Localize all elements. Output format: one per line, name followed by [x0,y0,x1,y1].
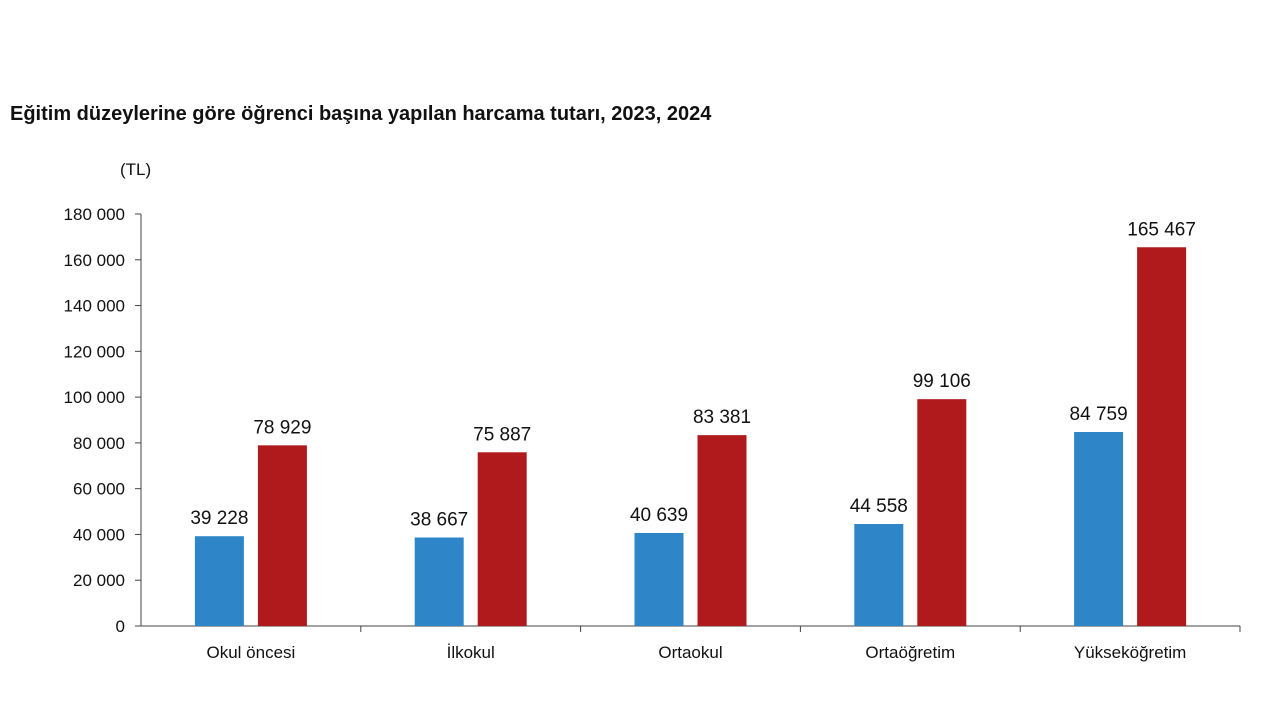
data-label: 165 467 [1127,219,1196,240]
y-tick-label: 0 [116,617,125,636]
y-tick-label: 100 000 [64,388,125,407]
x-category-label: Yükseköğretim [1074,643,1186,662]
data-label: 39 228 [190,508,248,529]
y-tick-label: 20 000 [73,571,125,590]
y-tick-label: 40 000 [73,525,125,544]
x-category-label: İlkokul [447,643,495,662]
bar-series-2 [477,452,527,626]
data-label: 84 759 [1070,404,1128,425]
bar-series-2 [1137,247,1187,627]
bar-series-1 [1074,431,1124,626]
label-layer: 39 228 78 929 38 667 75 887 40 639 83 381 44 5… [190,219,1196,530]
axis-layer: 0 20 000 40 000 60 000 80 000 100 000 120 000 1… [64,205,1241,662]
data-label: 83 381 [693,407,751,428]
bar-series-1 [634,532,684,626]
y-tick-label: 180 000 [64,205,125,224]
x-category-label: Ortaöğretim [865,643,955,662]
bar-series-1 [194,536,244,626]
x-category-label: Okul öncesi [206,643,295,662]
x-category-label: Ortaokul [658,643,722,662]
y-tick-label: 60 000 [73,480,125,499]
bar-series-2 [917,399,967,626]
bar-series-2 [257,445,307,626]
data-label: 44 558 [850,496,908,517]
bar-series-1 [414,537,464,626]
y-tick-label: 140 000 [64,297,125,316]
data-label: 75 887 [473,424,531,445]
bar-layer [194,247,1187,627]
chart-title: Eğitim düzeylerine göre öğrenci başına y… [10,103,712,125]
y-tick-label: 120 000 [64,342,125,361]
data-label: 40 639 [630,505,688,526]
data-label: 78 929 [253,417,311,438]
bar-series-2 [697,435,747,626]
y-tick-label: 160 000 [64,251,125,270]
data-label: 38 667 [410,509,468,530]
y-tick-label: 80 000 [73,434,125,453]
y-axis-unit-label: (TL) [120,160,152,179]
data-label: 99 106 [913,371,971,392]
bar-series-1 [854,524,904,626]
